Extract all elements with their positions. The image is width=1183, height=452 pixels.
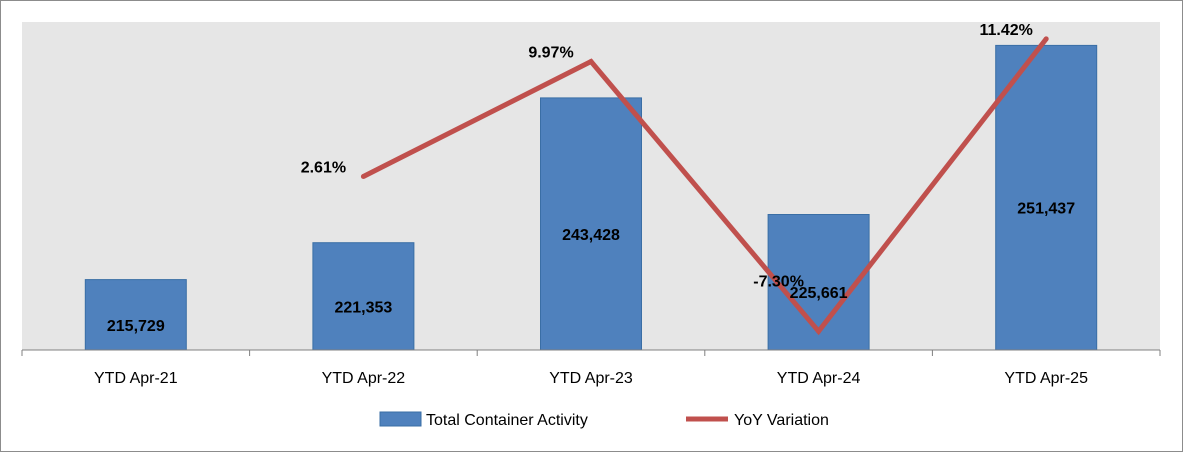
- yoy-variation-line: [362, 37, 1049, 336]
- legend-label-bar: Total Container Activity: [426, 412, 588, 429]
- bar-labels-layer: 215,729 221,353 243,428 225,661 251,437: [107, 201, 1075, 335]
- line-layer: [360, 36, 1049, 336]
- legend-swatch-bar: [379, 411, 422, 427]
- yoy-value-label: -7.30%: [753, 273, 804, 290]
- yoy-point: [1043, 36, 1049, 42]
- bar-ytd-apr-23: [540, 97, 642, 351]
- bar-ytd-apr-22: [312, 242, 415, 351]
- bar-ytd-apr-21: [84, 279, 187, 351]
- bars-layer: [84, 44, 1098, 351]
- x-tick-label: YTD Apr-22: [322, 370, 406, 387]
- x-tick-label: YTD Apr-24: [777, 370, 861, 387]
- bar-value-label: 221,353: [334, 299, 392, 316]
- yoy-value-label: 9.97%: [528, 45, 573, 62]
- legend-label-line: YoY Variation: [734, 412, 829, 429]
- yoy-point: [360, 174, 366, 179]
- x-tick-label: YTD Apr-25: [1004, 370, 1088, 387]
- bar-value-label: 215,729: [107, 318, 165, 335]
- x-axis: YTD Apr-21 YTD Apr-22 YTD Apr-23 YTD Apr-24…: [21, 349, 1161, 387]
- x-tick-label: YTD Apr-23: [549, 370, 633, 387]
- yoy-value-label: 2.61%: [301, 160, 346, 177]
- bar-value-label: 251,437: [1017, 201, 1075, 218]
- bar-value-label: 225,661: [790, 285, 848, 302]
- line-labels-layer: 2.61% 9.97% -7.30% 11.42%: [301, 22, 1033, 290]
- yoy-point: [816, 328, 822, 334]
- yoy-value-label: 11.42%: [980, 22, 1033, 39]
- bar-value-label: 243,428: [562, 227, 620, 244]
- x-tick-label: YTD Apr-21: [94, 370, 178, 387]
- bar-ytd-apr-25: [995, 44, 1098, 351]
- legend: Total Container Activity YoY Variation: [379, 411, 829, 429]
- yoy-point: [588, 59, 594, 64]
